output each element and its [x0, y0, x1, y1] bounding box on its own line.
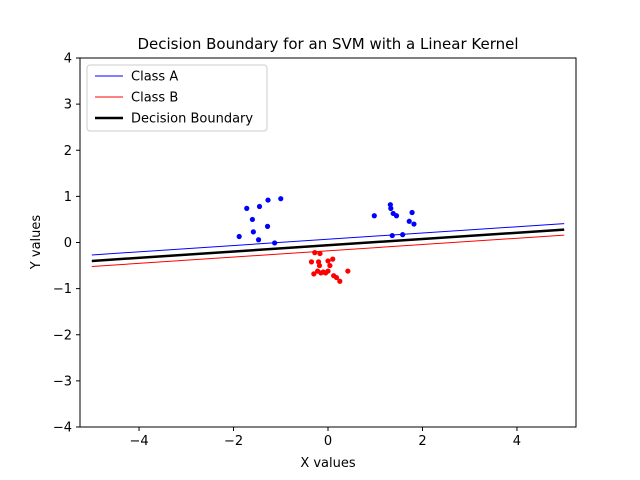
- y-tick-label: −4: [53, 421, 72, 436]
- y-tick-label: −3: [53, 374, 72, 389]
- x-axis-label: X values: [300, 456, 356, 471]
- point-class-a-1: [265, 197, 271, 203]
- point-class-a-18: [400, 232, 406, 238]
- point-class-a-0: [278, 196, 284, 202]
- point-class-a-13: [393, 213, 400, 219]
- point-class-a-8: [236, 233, 242, 240]
- point-class-a-14: [371, 213, 377, 219]
- point-class-b-7: [327, 262, 333, 269]
- y-tick-label: 0: [64, 236, 72, 251]
- y-tick-label: 4: [64, 52, 72, 67]
- legend-label-decision-boundary: Decision Boundary: [131, 112, 253, 127]
- point-class-a-2: [244, 205, 250, 211]
- point-class-a-9: [272, 240, 278, 246]
- axis-ticks: −4 −2 0 2 4 −4 −3 −2 −1 0 1 2 3 4: [53, 52, 521, 450]
- x-tick-label: −2: [224, 434, 243, 449]
- plot-area: [91, 196, 565, 284]
- point-class-b-1: [317, 250, 323, 257]
- legend-label-class-a: Class A: [131, 70, 178, 85]
- y-tick-label: −1: [53, 282, 72, 297]
- point-class-b-13: [311, 271, 317, 277]
- y-tick-label: 2: [64, 144, 72, 159]
- chart-title: Decision Boundary for an SVM with a Line…: [137, 35, 518, 53]
- x-tick-label: 0: [324, 434, 332, 449]
- point-class-a-7: [255, 237, 262, 243]
- legend: Class A Class B Decision Boundary: [86, 64, 268, 132]
- point-class-a-19: [389, 232, 395, 239]
- y-tick-label: −2: [53, 328, 72, 343]
- point-class-a-17: [411, 221, 417, 227]
- y-axis-label: Y values: [29, 215, 44, 271]
- y-tick-label: 3: [64, 98, 72, 113]
- point-class-b-12: [318, 270, 324, 276]
- line-class-a: [91, 223, 565, 256]
- point-class-a-5: [250, 229, 256, 235]
- legend-box: [86, 64, 268, 132]
- point-class-b-4: [316, 262, 323, 269]
- point-class-b-5: [325, 258, 331, 264]
- point-class-a-11: [388, 205, 394, 211]
- point-class-a-16: [406, 218, 412, 224]
- y-tick-label: 1: [64, 190, 72, 205]
- point-class-b-17: [345, 268, 351, 274]
- point-class-b-2: [308, 259, 315, 265]
- point-class-a-6: [264, 223, 271, 229]
- x-tick-label: 4: [513, 434, 521, 449]
- legend-label-class-b: Class B: [131, 91, 178, 106]
- x-tick-label: −4: [129, 434, 148, 449]
- point-class-a-4: [249, 216, 256, 223]
- point-class-a-3: [256, 203, 263, 210]
- point-class-b-6: [330, 256, 336, 262]
- point-class-a-15: [409, 209, 415, 216]
- point-class-b-11: [323, 270, 329, 276]
- line-decision-boundary: [91, 228, 565, 263]
- x-tick-label: 2: [418, 434, 426, 449]
- point-class-b-0: [312, 250, 318, 256]
- point-class-b-15: [333, 274, 340, 281]
- line-class-b: [91, 234, 565, 267]
- point-class-b-16: [337, 278, 343, 284]
